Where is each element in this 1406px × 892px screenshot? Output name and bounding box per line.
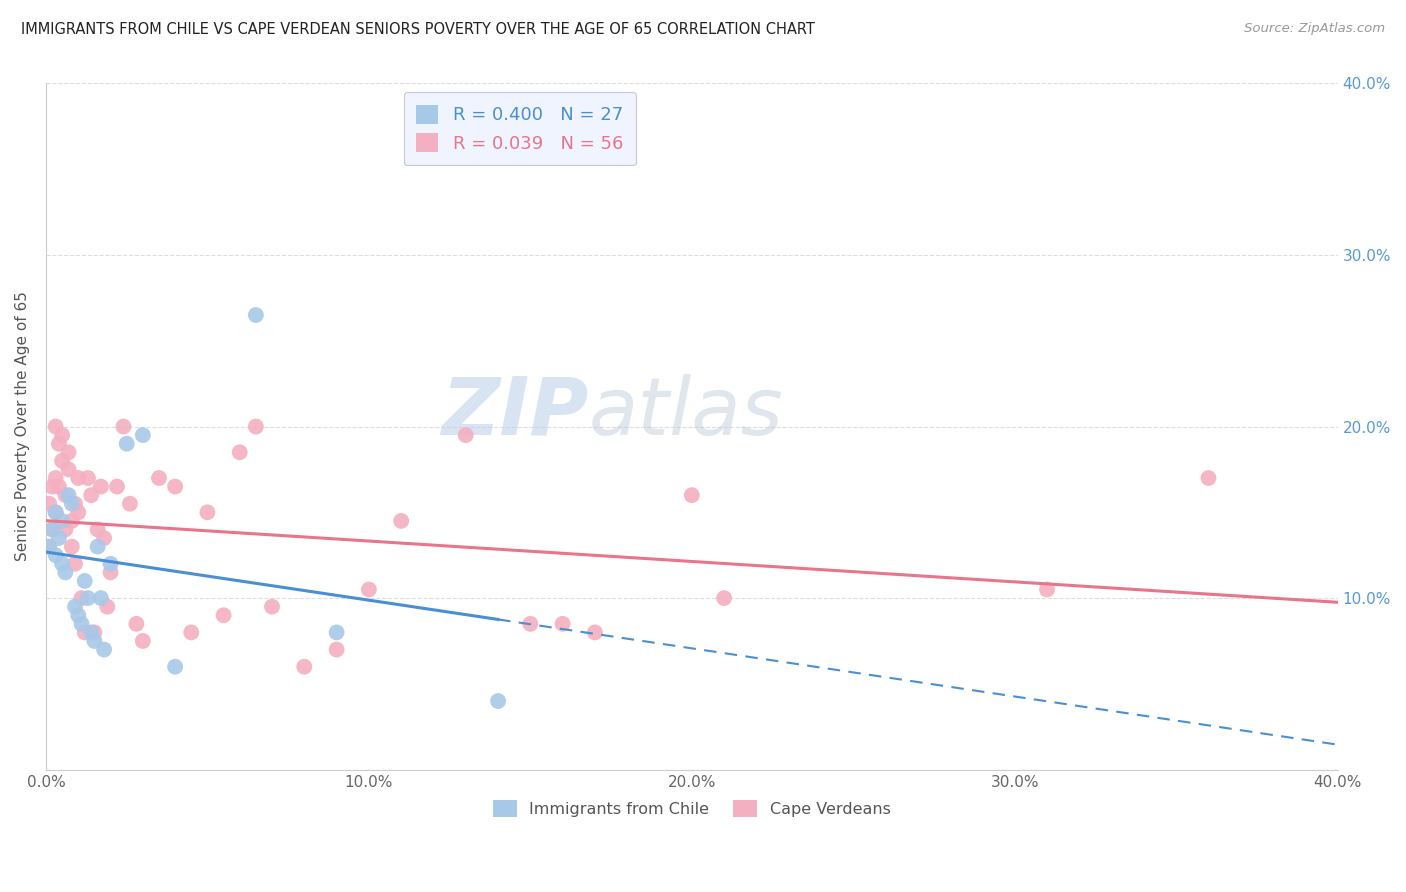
Point: [83, 625, 105, 640]
Point: [51, 514, 73, 528]
Point: [73, 574, 96, 588]
Point: [454, 428, 477, 442]
Point: [165, 480, 187, 494]
Point: [93, 642, 115, 657]
Point: [90, 591, 112, 606]
Point: [41, 480, 63, 494]
Point: [60, 540, 83, 554]
Point: [93, 531, 115, 545]
Point: [70, 616, 93, 631]
Point: [212, 608, 235, 623]
Point: [389, 514, 412, 528]
Point: [519, 616, 541, 631]
Point: [45, 548, 67, 562]
Point: [96, 599, 118, 614]
Point: [118, 497, 141, 511]
Point: [58, 445, 80, 459]
Point: [486, 694, 509, 708]
Point: [132, 428, 155, 442]
Point: [53, 488, 76, 502]
Point: [48, 480, 70, 494]
Point: [245, 308, 267, 322]
Text: Source: ZipAtlas.com: Source: ZipAtlas.com: [1244, 22, 1385, 36]
Point: [90, 480, 112, 494]
Point: [148, 471, 170, 485]
Point: [245, 419, 267, 434]
Point: [60, 497, 83, 511]
Point: [228, 445, 250, 459]
Point: [38, 540, 60, 554]
Point: [115, 436, 138, 450]
Text: IMMIGRANTS FROM CHILE VS CAPE VERDEAN SENIORS POVERTY OVER THE AGE OF 65 CORRELA: IMMIGRANTS FROM CHILE VS CAPE VERDEAN SE…: [21, 22, 815, 37]
Point: [41, 523, 63, 537]
Point: [197, 505, 219, 519]
Point: [551, 616, 574, 631]
Point: [583, 625, 606, 640]
Point: [45, 505, 67, 519]
Point: [77, 591, 100, 606]
Point: [325, 625, 347, 640]
Point: [86, 540, 108, 554]
Legend: Immigrants from Chile, Cape Verdeans: Immigrants from Chile, Cape Verdeans: [486, 794, 897, 823]
Point: [48, 436, 70, 450]
Point: [1036, 582, 1059, 597]
Point: [63, 497, 86, 511]
Point: [41, 523, 63, 537]
Point: [63, 599, 86, 614]
Text: ZIP: ZIP: [441, 374, 589, 452]
Point: [681, 488, 703, 502]
Point: [292, 659, 315, 673]
Point: [77, 471, 100, 485]
Point: [86, 523, 108, 537]
Point: [73, 625, 96, 640]
Point: [38, 540, 60, 554]
Point: [83, 634, 105, 648]
Point: [51, 454, 73, 468]
Y-axis label: Seniors Poverty Over the Age of 65: Seniors Poverty Over the Age of 65: [15, 292, 30, 561]
Point: [67, 608, 90, 623]
Point: [53, 523, 76, 537]
Point: [325, 642, 347, 657]
Text: atlas: atlas: [589, 374, 783, 452]
Point: [45, 505, 67, 519]
Point: [105, 480, 128, 494]
Point: [51, 428, 73, 442]
Point: [1198, 471, 1220, 485]
Point: [125, 616, 148, 631]
Point: [165, 659, 187, 673]
Point: [45, 419, 67, 434]
Point: [60, 514, 83, 528]
Point: [357, 582, 380, 597]
Point: [180, 625, 202, 640]
Point: [80, 488, 103, 502]
Point: [67, 505, 90, 519]
Point: [132, 634, 155, 648]
Point: [100, 566, 122, 580]
Point: [48, 531, 70, 545]
Point: [58, 488, 80, 502]
Point: [713, 591, 735, 606]
Point: [38, 497, 60, 511]
Point: [45, 471, 67, 485]
Point: [70, 591, 93, 606]
Point: [67, 471, 90, 485]
Point: [58, 462, 80, 476]
Point: [100, 557, 122, 571]
Point: [63, 557, 86, 571]
Point: [80, 625, 103, 640]
Point: [112, 419, 135, 434]
Point: [51, 557, 73, 571]
Point: [53, 566, 76, 580]
Point: [260, 599, 283, 614]
